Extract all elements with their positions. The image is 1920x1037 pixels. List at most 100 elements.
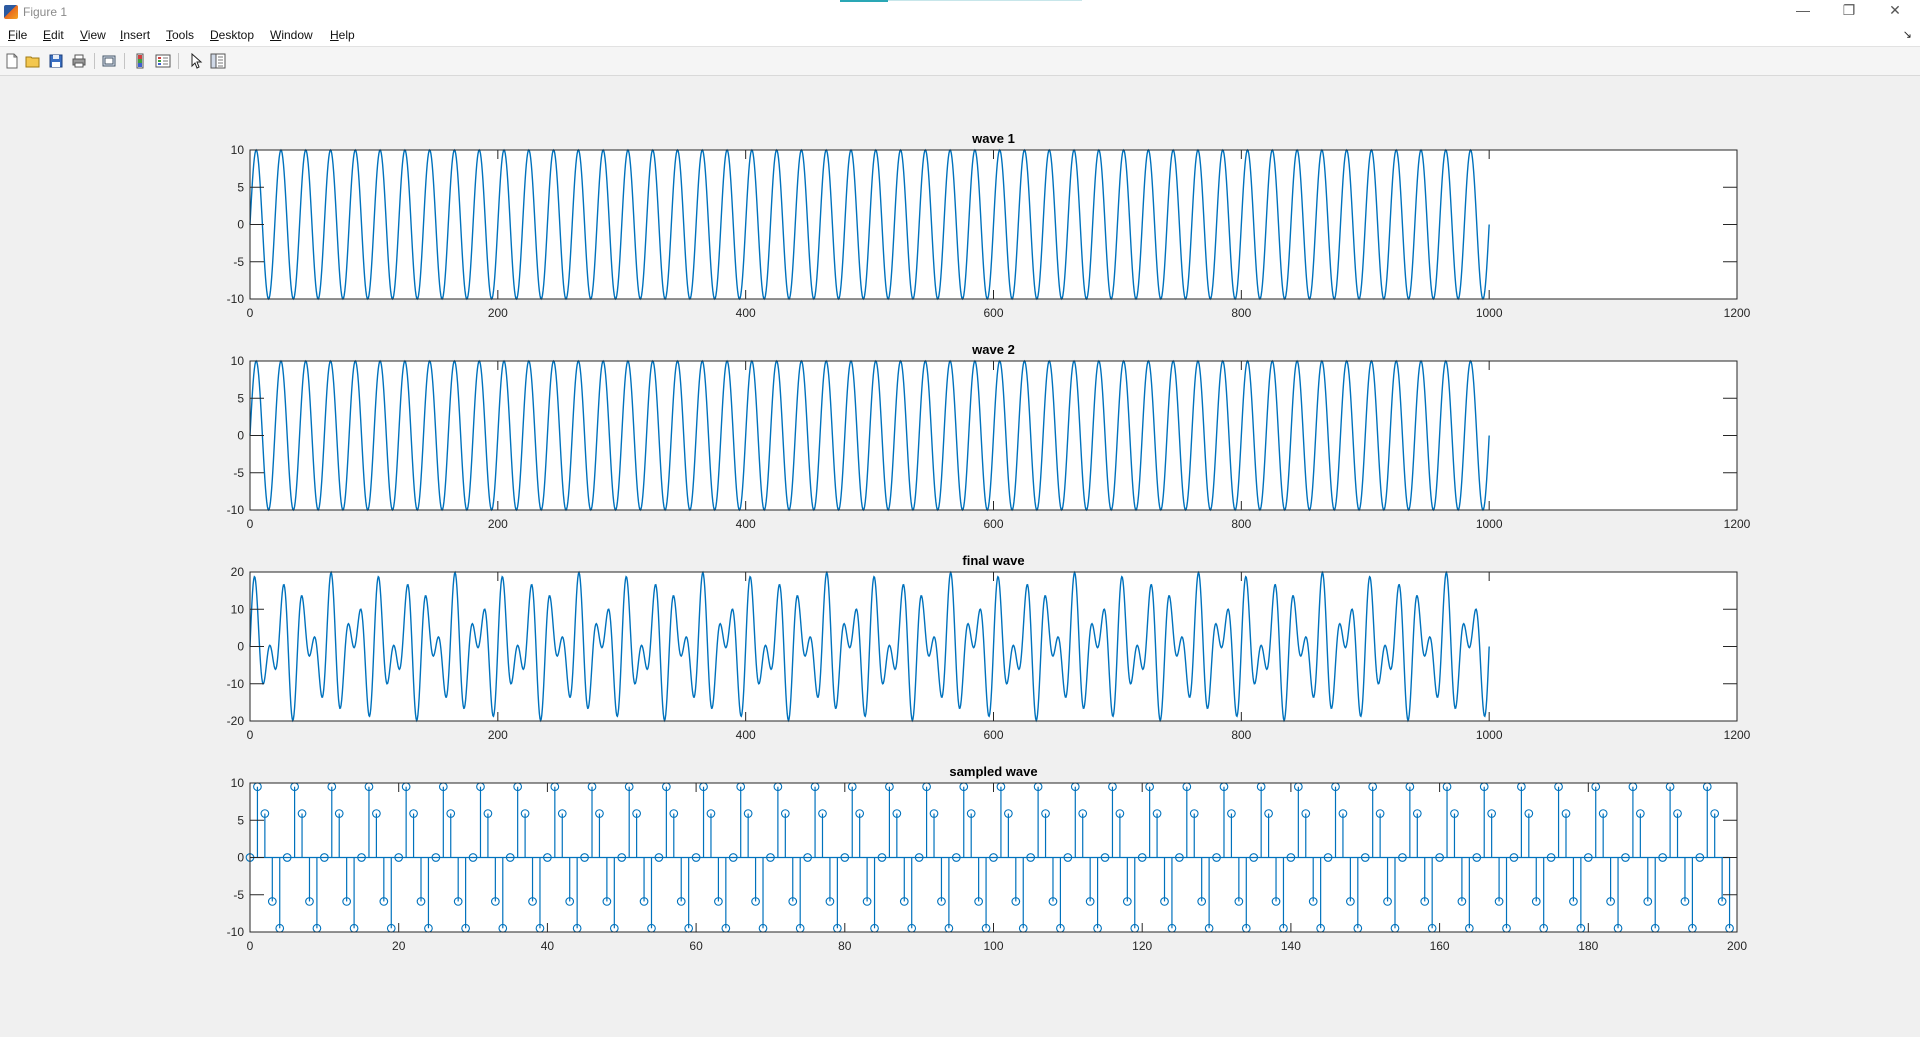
menu-file-label: ile [15, 28, 28, 42]
series-line [249, 570, 1490, 723]
y-tick-label: 10 [231, 143, 245, 157]
menu-view[interactable]: View [80, 28, 106, 42]
menu-edit-mnemonic: E [43, 28, 52, 42]
menu-edit[interactable]: Edit [43, 28, 64, 42]
stem-marker [1346, 897, 1355, 906]
x-tick-label: 400 [736, 728, 756, 742]
stem-marker [1569, 897, 1578, 906]
edit-plot-arrow-icon[interactable] [188, 53, 204, 69]
x-tick-label: 600 [983, 306, 1003, 320]
print-icon[interactable] [71, 53, 87, 69]
new-figure-icon[interactable] [4, 53, 20, 69]
x-tick-label: 1000 [1476, 306, 1503, 320]
stem-marker [1011, 897, 1021, 906]
toolbar-separator [178, 53, 179, 69]
stem-marker [714, 897, 723, 906]
stem-marker [446, 809, 456, 818]
y-tick-label: -20 [227, 714, 245, 728]
stem-marker [1197, 897, 1207, 906]
stem-marker [1264, 809, 1273, 818]
y-tick-label: 10 [231, 776, 245, 790]
menu-edit-label: dit [51, 28, 64, 42]
x-tick-label: 1200 [1724, 517, 1751, 531]
stem-marker [1383, 897, 1392, 906]
y-tick-label: -10 [227, 925, 245, 939]
stem-marker [1606, 897, 1615, 906]
save-icon[interactable] [48, 53, 64, 69]
menu-window[interactable]: Window [270, 28, 313, 42]
x-tick-label: 800 [1231, 728, 1251, 742]
stem-marker [379, 897, 389, 906]
menu-bar: File Edit View Insert Tools Desktop Wind… [0, 24, 1920, 46]
menu-view-mnemonic: V [80, 28, 88, 42]
x-tick-label: 40 [541, 939, 555, 953]
link-plot-icon[interactable] [101, 53, 117, 69]
stem-marker [669, 809, 679, 818]
y-tick-label: 5 [237, 813, 244, 827]
stem-marker [1122, 897, 1132, 906]
stem-marker [632, 809, 641, 818]
menu-tools-mnemonic: T [166, 28, 172, 42]
x-tick-label: 200 [488, 306, 508, 320]
y-tick-label: 5 [237, 180, 244, 194]
matlab-app-icon [4, 5, 18, 19]
menu-tools[interactable]: Tools [166, 28, 194, 42]
menu-insert[interactable]: Insert [120, 28, 150, 42]
x-tick-label: 0 [247, 517, 254, 531]
menu-desktop[interactable]: Desktop [210, 28, 254, 42]
subplot-title: wave 2 [971, 342, 1015, 357]
stem-marker [1420, 897, 1430, 906]
stem-marker [1717, 897, 1727, 906]
stem-marker [1457, 897, 1467, 906]
stem-marker [416, 897, 426, 906]
stem-marker [1680, 897, 1690, 906]
stem-marker [743, 809, 753, 818]
x-tick-label: 1200 [1724, 728, 1751, 742]
stem-marker [1152, 809, 1162, 818]
open-file-icon[interactable] [25, 53, 41, 69]
stem-marker [825, 897, 835, 906]
close-icon[interactable]: ✕ [1889, 2, 1901, 18]
subplot-1: wave 1 0 200 400 600 800 1000 1200 -10 -5 0 5 10 [227, 131, 1751, 320]
restore-icon[interactable]: ❐ [1842, 2, 1856, 18]
y-tick-label: 10 [231, 602, 245, 616]
menu-file[interactable]: File [8, 28, 27, 42]
menu-insert-mnemonic: I [120, 28, 124, 42]
minimize-icon[interactable]: — [1796, 2, 1810, 18]
stem-marker [491, 897, 500, 906]
titlebar-accent [840, 0, 888, 2]
toolbar-separator [124, 53, 125, 69]
stem-marker [557, 809, 567, 818]
x-tick-label: 0 [247, 306, 254, 320]
x-tick-label: 60 [689, 939, 703, 953]
menu-help-mnemonic: H [330, 28, 339, 42]
y-tick-label: -5 [233, 466, 244, 480]
menu-view-label: iew [87, 28, 106, 42]
y-tick-label: -10 [227, 677, 245, 691]
x-tick-label: 400 [736, 306, 756, 320]
stem-marker [1301, 809, 1311, 818]
x-tick-label: 120 [1132, 939, 1152, 953]
y-tick-label: 0 [237, 218, 244, 232]
legend-icon[interactable] [155, 53, 171, 69]
property-inspector-icon[interactable] [210, 53, 226, 69]
dock-figure-icon[interactable]: ↘ [1902, 29, 1912, 41]
stem-marker [1160, 897, 1169, 906]
x-tick-label: 200 [1727, 939, 1747, 953]
stem-marker [1189, 809, 1199, 818]
stem-marker [565, 897, 575, 906]
y-tick-label: 0 [237, 851, 244, 865]
menu-help[interactable]: Help [330, 28, 355, 42]
stem-marker [1234, 897, 1244, 906]
y-tick-label: 0 [237, 429, 244, 443]
subplot-title: final wave [962, 553, 1024, 568]
x-tick-label: 180 [1578, 939, 1598, 953]
stem-marker [1412, 809, 1422, 818]
colorbar-icon[interactable] [132, 53, 148, 69]
stem-marker [780, 809, 790, 818]
stem-marker [1524, 809, 1534, 818]
menu-desktop-label: esktop [218, 28, 255, 42]
stem-marker [1598, 809, 1608, 818]
x-tick-label: 160 [1430, 939, 1450, 953]
x-tick-label: 0 [247, 728, 254, 742]
